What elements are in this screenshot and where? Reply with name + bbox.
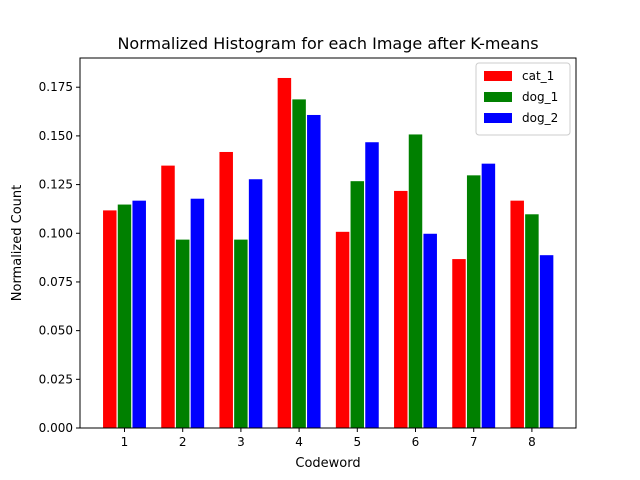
bar-dog_2-8 bbox=[538, 254, 555, 429]
bar-dog_1-8 bbox=[524, 213, 540, 429]
bar-dog_1-7 bbox=[465, 174, 482, 429]
bar-dog_2-2 bbox=[189, 197, 206, 429]
legend-label-dog_2: dog_2 bbox=[522, 111, 558, 125]
y-tick-label: 0.175 bbox=[39, 80, 73, 94]
y-axis-ticks: 0.000 0.025 0.050 0.075 0.100 0.125 0.150 0.175 bbox=[39, 80, 80, 435]
legend-swatch-dog_2 bbox=[484, 113, 512, 123]
y-tick-label: 0.100 bbox=[39, 226, 73, 240]
bar-cat_1-7 bbox=[451, 258, 467, 429]
bar-cat_1-2 bbox=[160, 164, 176, 429]
bar-dog_1-1 bbox=[116, 203, 133, 429]
x-tick-label: 7 bbox=[470, 435, 478, 449]
chart-title: Normalized Histogram for each Image afte… bbox=[117, 34, 538, 53]
x-tick-label: 6 bbox=[412, 435, 420, 449]
x-axis-label: Codeword bbox=[295, 456, 360, 471]
y-tick-label: 0.150 bbox=[39, 129, 73, 143]
bar-dog_2-7 bbox=[480, 162, 497, 429]
x-tick-label: 1 bbox=[121, 435, 129, 449]
bars-group bbox=[102, 76, 555, 429]
bar-dog_2-3 bbox=[247, 178, 264, 429]
x-axis-ticks: 1 2 3 4 5 6 7 8 bbox=[121, 428, 536, 449]
bar-cat_1-4 bbox=[276, 76, 293, 429]
y-tick-label: 0.000 bbox=[39, 421, 73, 435]
y-tick-label: 0.025 bbox=[39, 372, 73, 386]
plot-frame bbox=[79, 57, 577, 429]
y-tick-label: 0.075 bbox=[39, 275, 73, 289]
bar-dog_2-1 bbox=[131, 199, 147, 429]
legend: cat_1 dog_1 dog_2 bbox=[475, 62, 571, 136]
x-tick-label: 3 bbox=[237, 435, 245, 449]
legend-swatch-cat_1 bbox=[484, 71, 512, 81]
bar-cat_1-8 bbox=[509, 199, 525, 429]
bar-dog_2-6 bbox=[422, 232, 438, 429]
legend-label-cat_1: cat_1 bbox=[522, 69, 554, 83]
y-tick-label: 0.125 bbox=[39, 178, 73, 192]
y-tick-label: 0.050 bbox=[39, 324, 73, 338]
x-tick-label: 4 bbox=[295, 435, 303, 449]
bar-dog_1-3 bbox=[233, 238, 249, 429]
bar-dog_1-4 bbox=[291, 98, 307, 429]
x-tick-label: 5 bbox=[353, 435, 361, 449]
bar-dog_1-6 bbox=[407, 133, 424, 429]
legend-swatch-dog_1 bbox=[484, 92, 512, 102]
x-tick-label: 8 bbox=[528, 435, 536, 449]
bar-dog_1-5 bbox=[349, 180, 366, 429]
bar-cat_1-6 bbox=[393, 189, 409, 429]
bar-dog_2-4 bbox=[306, 113, 322, 429]
bar-cat_1-1 bbox=[102, 209, 118, 429]
legend-label-dog_1: dog_1 bbox=[522, 90, 558, 104]
bar-dog_1-2 bbox=[174, 238, 191, 429]
bar-dog_2-5 bbox=[364, 141, 380, 429]
y-axis-label: Normalized Count bbox=[10, 185, 25, 301]
bar-cat_1-5 bbox=[334, 230, 351, 429]
x-tick-label: 2 bbox=[179, 435, 187, 449]
bar-cat_1-3 bbox=[218, 150, 234, 429]
